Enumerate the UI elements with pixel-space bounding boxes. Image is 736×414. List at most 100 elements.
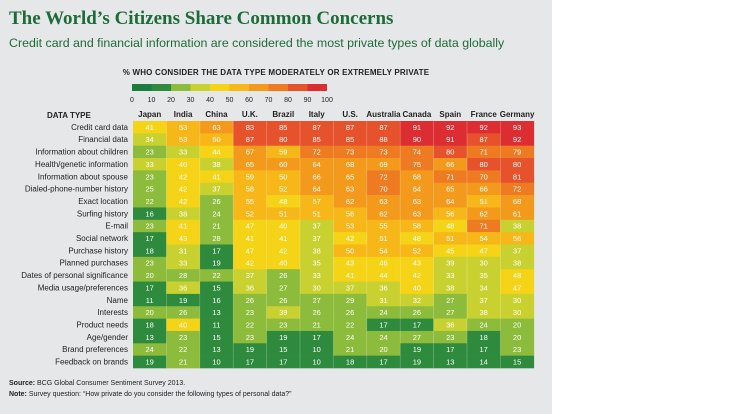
heatmap-cell (500, 293, 535, 307)
cell-value: 13 (212, 308, 220, 317)
cell-value: 58 (413, 222, 421, 231)
column-label: Brazil (272, 110, 294, 119)
row-label: Dialed-phone-number history (25, 185, 128, 194)
column-label: U.S. (342, 110, 358, 119)
heatmap-cell (300, 145, 334, 159)
heatmap-cell (133, 195, 167, 208)
heatmap-cell (199, 170, 234, 184)
heatmap-cell (500, 281, 535, 295)
heatmap-cell (166, 343, 201, 356)
heatmap-cell (433, 182, 468, 196)
heatmap-cell (467, 318, 501, 332)
cell-value: 47 (513, 283, 521, 292)
heatmap-cell (233, 158, 267, 171)
heatmap-cell (199, 293, 234, 307)
cell-value: 42 (246, 259, 254, 268)
cell-value: 93 (513, 123, 521, 132)
cell-value: 51 (446, 234, 454, 243)
heatmap-cell (400, 306, 434, 319)
heatmap-cell (233, 293, 267, 307)
cell-value: 24 (346, 333, 354, 342)
cell-value: 17 (313, 333, 321, 342)
heatmap-cell (266, 343, 301, 356)
heatmap-cell (500, 343, 535, 356)
cell-value: 40 (279, 222, 287, 231)
heatmap-cell (400, 207, 434, 221)
cell-value: 80 (446, 148, 454, 157)
cell-value: 70 (379, 185, 387, 194)
heatmap-cell (433, 306, 468, 319)
cell-value: 56 (513, 234, 521, 243)
heatmap-cell (266, 269, 301, 282)
heatmap-cell (433, 244, 468, 258)
cell-value: 30 (513, 296, 521, 305)
row-label: E-mail (105, 222, 128, 231)
cell-value: 85 (279, 123, 287, 132)
cell-value: 41 (179, 222, 187, 231)
cell-value: 25 (146, 185, 154, 194)
heatmap-cell (133, 145, 167, 159)
heatmap-cell (467, 195, 501, 208)
cell-value: 68 (513, 197, 521, 206)
heatmap-cell (433, 293, 468, 307)
cell-value: 13 (146, 333, 154, 342)
heatmap-cell (233, 219, 267, 233)
heatmap-cell (500, 121, 535, 134)
legend-swatch (171, 84, 191, 91)
heatmap-cell (467, 343, 501, 356)
heatmap-cell (400, 133, 434, 146)
heatmap-cell (400, 269, 434, 282)
cell-value: 38 (179, 209, 187, 218)
heatmap-cell (366, 256, 401, 270)
cell-value: 23 (246, 308, 254, 317)
heatmap-cell (233, 232, 267, 245)
heatmap-cell (133, 256, 167, 270)
cell-value: 48 (413, 234, 421, 243)
chart-title: The World’s Citizens Share Common Concer… (9, 8, 394, 29)
heatmap-cell (266, 306, 301, 319)
cell-value: 59 (246, 172, 254, 181)
cell-value: 66 (480, 185, 488, 194)
heatmap-cell (333, 269, 368, 282)
heatmap-cell (166, 306, 201, 319)
heatmap-cell (400, 244, 434, 258)
heatmap-cell (166, 195, 201, 208)
row-label: Dates of personal significance (21, 271, 128, 280)
cell-value: 87 (379, 123, 387, 132)
cell-value: 42 (179, 172, 187, 181)
cell-value: 44 (212, 148, 220, 157)
cell-value: 20 (513, 320, 521, 329)
cell-value: 63 (413, 197, 421, 206)
cell-value: 37 (246, 271, 254, 280)
cell-value: 17 (413, 320, 421, 329)
cell-value: 18 (146, 246, 154, 255)
cell-value: 36 (246, 283, 254, 292)
heatmap-cell (433, 318, 468, 332)
cell-value: 42 (179, 185, 187, 194)
cell-value: 41 (346, 271, 354, 280)
row-label: Age/gender (87, 333, 129, 342)
legend-swatch (249, 84, 269, 91)
cell-value: 15 (513, 358, 521, 367)
cell-value: 35 (313, 259, 321, 268)
cell-value: 45 (446, 246, 454, 255)
cell-value: 43 (413, 259, 421, 268)
cell-value: 19 (179, 296, 187, 305)
legend-swatch (229, 84, 249, 91)
cell-value: 27 (446, 308, 454, 317)
cell-value: 87 (246, 135, 254, 144)
heatmap-cell (366, 355, 401, 369)
cell-value: 64 (313, 160, 321, 169)
row-label: Information about children (36, 148, 129, 157)
heatmap-cell (366, 318, 401, 332)
heatmap-cell (366, 232, 401, 245)
heatmap-cell (500, 182, 535, 196)
cell-value: 27 (313, 296, 321, 305)
heatmap-cell (133, 207, 167, 221)
heatmap-cell (266, 219, 301, 233)
note-text: Survey question: “How private do you con… (28, 391, 292, 398)
heatmap-cell (333, 158, 368, 171)
cell-value: 18 (146, 320, 154, 329)
cell-value: 65 (246, 160, 254, 169)
row-header: DATA TYPE (47, 111, 91, 120)
